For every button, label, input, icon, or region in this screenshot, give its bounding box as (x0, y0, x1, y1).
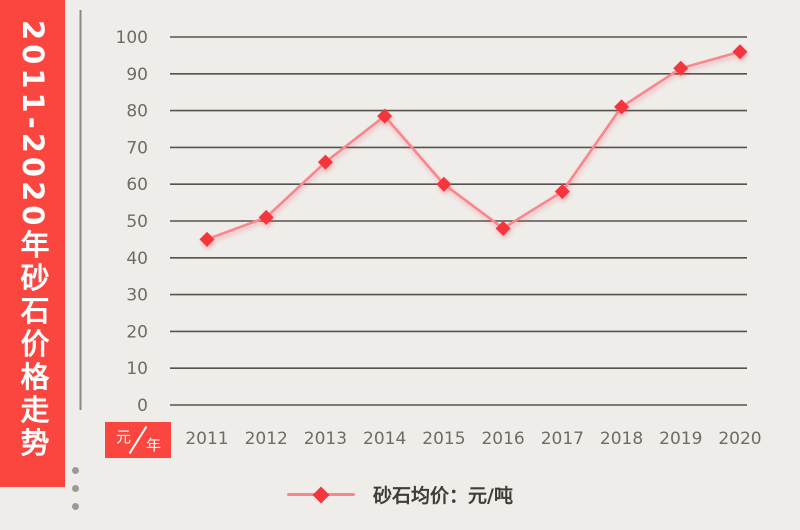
x-axis-tick-labels: 2011 2012 2013 2014 2015 2016 2017 2018 2019 2020 (185, 429, 761, 449)
x-tick-label: 2013 (304, 429, 347, 449)
x-tick-label: 2012 (245, 429, 288, 449)
y-tick-label: 50 (126, 212, 148, 232)
axis-unit-badge: 元 年 (105, 422, 171, 458)
data-point-diamond (554, 184, 570, 200)
data-point-diamond (377, 108, 393, 124)
data-point-diamond (436, 176, 452, 192)
y-tick-label: 0 (137, 396, 148, 416)
data-point-diamond (732, 44, 748, 60)
title-banner: 2011-2020年砂石价格走势 (0, 0, 65, 487)
slash-divider (128, 425, 148, 455)
x-tick-label: 2011 (185, 429, 228, 449)
y-axis-tick-labels: 0 10 20 30 40 50 60 70 80 90 100 (116, 28, 148, 416)
series-sand-gravel-price (199, 44, 748, 247)
data-point-diamond (258, 209, 274, 225)
legend-diamond-icon (312, 486, 330, 503)
page-title: 2011-2020年砂石价格走势 (16, 20, 50, 461)
decor-dot (72, 503, 79, 510)
chart-legend: 砂石均价：元/吨 (0, 481, 800, 508)
x-tick-label: 2019 (659, 429, 702, 449)
y-tick-label: 60 (126, 175, 148, 195)
price-line (206, 50, 741, 241)
y-tick-label: 70 (126, 138, 148, 158)
data-point-diamond (673, 60, 689, 76)
y-tick-label: 80 (126, 102, 148, 122)
y-tick-label: 10 (126, 359, 148, 379)
y-tick-label: 90 (126, 65, 148, 85)
data-point-markers (199, 44, 748, 247)
data-point-diamond (317, 154, 333, 170)
legend-label: 砂石均价：元/吨 (373, 485, 513, 507)
decorative-dots (72, 467, 79, 510)
y-tick-label: 20 (126, 322, 148, 342)
y-unit-label: 元 (116, 428, 132, 446)
x-tick-label: 2020 (718, 429, 761, 449)
x-tick-label: 2017 (541, 429, 584, 449)
decor-dot (72, 485, 79, 492)
data-point-diamond (495, 220, 511, 236)
legend-line-diamond-marker (287, 486, 356, 503)
data-point-diamond (199, 231, 215, 247)
y-tick-label: 100 (116, 28, 148, 48)
x-tick-label: 2018 (600, 429, 643, 449)
data-point-diamond (614, 99, 630, 115)
x-tick-label: 2015 (422, 429, 465, 449)
y-tick-label: 30 (126, 286, 148, 306)
x-tick-label: 2014 (363, 429, 406, 449)
x-tick-label: 2016 (481, 429, 524, 449)
x-unit-label: 年 (145, 436, 161, 454)
decor-dot (72, 467, 79, 474)
y-tick-label: 40 (126, 249, 148, 269)
gridlines (170, 36, 747, 406)
